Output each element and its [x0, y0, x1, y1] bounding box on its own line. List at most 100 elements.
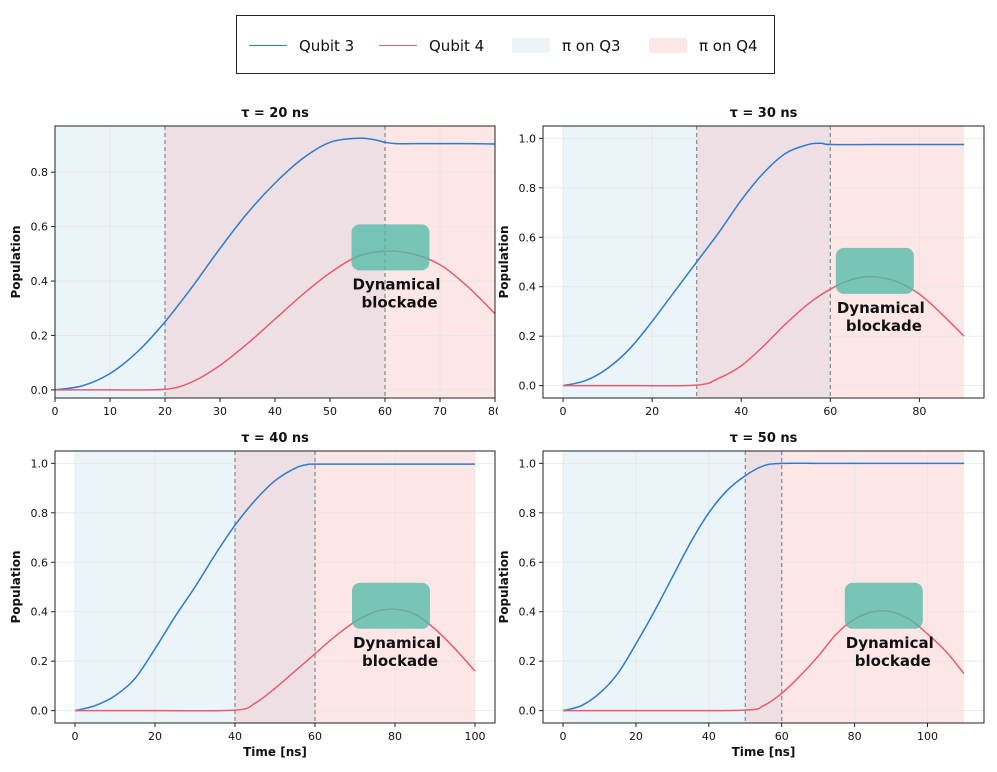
- chart-title: τ = 30 ns: [730, 106, 798, 121]
- legend-swatch-qubit3: [249, 45, 287, 46]
- axes-frame: [54, 450, 496, 724]
- legend: Qubit 3 Qubit 4 π on Q3 π on Q4: [236, 15, 775, 74]
- y-axis-label: Population: [498, 550, 511, 623]
- y-tick-label: 0.6: [31, 556, 49, 569]
- y-axis-label: Population: [9, 225, 23, 298]
- series-qubit4: [54, 250, 496, 391]
- panel-tau-50: Dynamical blockade 0 20 40 60 80 100 0.0 0.2 0.4 0.…: [497, 423, 997, 768]
- x-tick-label: 0: [52, 405, 59, 418]
- x-tick-label: 60: [378, 405, 392, 418]
- shade-overlap: [696, 126, 831, 398]
- axes-frame: [542, 450, 985, 724]
- x-tick-label: 50: [323, 405, 337, 418]
- y-tick-label: 0.8: [519, 182, 537, 195]
- legend-item-qubit4: Qubit 4: [379, 16, 484, 75]
- blockade-label-line2: blockade: [362, 293, 438, 311]
- x-tick-label: 80: [848, 730, 862, 743]
- y-axis-label: Population: [9, 550, 23, 623]
- blockade-label-line1: Dynamical: [837, 299, 925, 317]
- series-qubit3: [74, 463, 475, 712]
- legend-swatch-qubit4: [379, 45, 417, 46]
- x-tick-label: 60: [823, 405, 837, 418]
- y-tick-label: 0.0: [519, 380, 537, 393]
- axes-frame: [542, 125, 985, 399]
- y-tick-label: 0.0: [519, 705, 537, 718]
- blockade-box: [835, 247, 914, 294]
- legend-label-pi-q4: π on Q4: [699, 36, 758, 55]
- legend-swatch-pi-q4: [649, 38, 687, 53]
- y-tick-label: 0.4: [31, 275, 49, 288]
- legend-item-qubit3: Qubit 3: [249, 16, 354, 75]
- blockade-label-line1: Dynamical: [353, 634, 441, 652]
- x-tick-label: 20: [645, 405, 659, 418]
- y-tick-label: 0.2: [31, 655, 49, 668]
- x-axis-label: Time [ns]: [243, 745, 307, 759]
- x-tick-label: 30: [213, 405, 227, 418]
- x-tick-label: 80: [912, 405, 926, 418]
- y-tick-label: 1.0: [31, 457, 49, 470]
- legend-swatch-pi-q3: [512, 38, 550, 53]
- chart-title: τ = 40 ns: [241, 431, 309, 446]
- blockade-box: [351, 224, 430, 271]
- chart-title: τ = 20 ns: [241, 106, 309, 121]
- x-tick-label: 60: [308, 730, 322, 743]
- shade-pi-q3: [563, 451, 746, 723]
- y-tick-label: 0.2: [519, 330, 537, 343]
- x-tick-label: 80: [488, 405, 498, 418]
- y-tick-label: 0.8: [31, 166, 49, 179]
- legend-label-qubit3: Qubit 3: [299, 36, 355, 55]
- x-tick-label: 20: [148, 730, 162, 743]
- blockade-label-line2: blockade: [846, 317, 922, 335]
- y-tick-label: 0.0: [31, 384, 49, 397]
- series-qubit3: [562, 142, 964, 387]
- x-tick-label: 40: [268, 405, 282, 418]
- x-tick-label: 80: [388, 730, 402, 743]
- x-tick-label: 70: [433, 405, 447, 418]
- series-qubit4: [563, 610, 965, 712]
- panel-tau-30: Dynamical blockade 0 20 40 60 80 0.0 0.2 0.4 0.6 0.…: [497, 98, 997, 418]
- y-tick-label: 0.6: [31, 221, 49, 234]
- shade-pi-q3: [563, 126, 697, 398]
- y-tick-label: 0.2: [31, 329, 49, 342]
- x-tick-label: 40: [228, 730, 242, 743]
- x-tick-label: 20: [629, 730, 643, 743]
- y-axis-label: Population: [498, 225, 511, 298]
- blockade-label-line2: blockade: [362, 652, 438, 670]
- y-tick-label: 0.4: [519, 281, 537, 294]
- x-axis-label: Time [ns]: [732, 745, 796, 759]
- blockade-label-line1: Dynamical: [846, 634, 934, 652]
- y-tick-label: 0.4: [31, 606, 49, 619]
- x-tick-label: 10: [103, 405, 117, 418]
- blockade-label-line2: blockade: [855, 652, 931, 670]
- chart-title: τ = 50 ns: [730, 431, 798, 446]
- x-tick-label: 20: [158, 405, 172, 418]
- x-tick-label: 100: [465, 730, 486, 743]
- legend-label-pi-q3: π on Q3: [562, 36, 621, 55]
- y-tick-label: 0.8: [31, 507, 49, 520]
- blockade-box: [352, 582, 430, 629]
- x-tick-label: 0: [72, 730, 79, 743]
- y-tick-label: 0.4: [519, 606, 537, 619]
- panel-tau-40: Dynamical blockade 0 20 40 60 80 100 0.0 0.2 0.4 0.…: [0, 423, 498, 768]
- shade-overlap: [235, 451, 315, 723]
- series-qubit3: [562, 462, 964, 712]
- y-tick-label: 0.8: [519, 507, 537, 520]
- x-tick-label: 60: [775, 730, 789, 743]
- legend-item-pi-q3: π on Q3: [512, 16, 621, 75]
- y-tick-label: 0.6: [519, 556, 537, 569]
- x-tick-label: 100: [917, 730, 938, 743]
- legend-item-pi-q4: π on Q4: [649, 16, 758, 75]
- x-tick-label: 40: [702, 730, 716, 743]
- legend-label-qubit4: Qubit 4: [429, 36, 485, 55]
- series-qubit3: [54, 137, 496, 391]
- y-tick-label: 1.0: [519, 132, 537, 145]
- y-tick-label: 0.2: [519, 655, 537, 668]
- shade-overlap: [745, 451, 782, 723]
- y-tick-label: 0.6: [519, 231, 537, 244]
- x-tick-label: 40: [734, 405, 748, 418]
